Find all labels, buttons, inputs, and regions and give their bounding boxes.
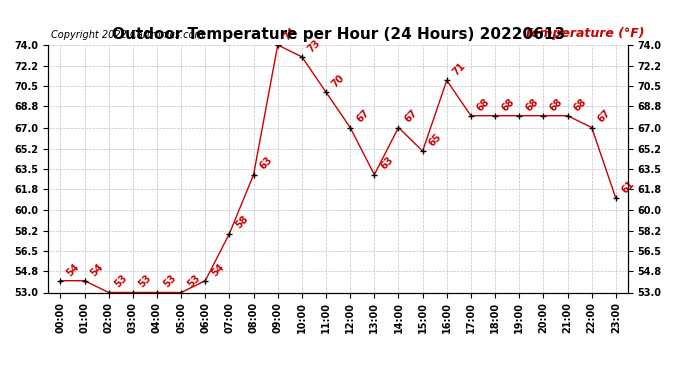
Text: 67: 67 <box>596 108 613 125</box>
Text: 53: 53 <box>186 273 202 290</box>
Title: Outdoor Temperature per Hour (24 Hours) 20220613: Outdoor Temperature per Hour (24 Hours) … <box>112 27 564 42</box>
Text: 53: 53 <box>113 273 130 290</box>
Text: 74: 74 <box>282 26 299 42</box>
Text: 54: 54 <box>65 261 81 278</box>
Text: 68: 68 <box>500 96 516 113</box>
Text: 68: 68 <box>475 96 492 113</box>
Text: 61: 61 <box>620 179 637 195</box>
Text: 58: 58 <box>234 214 250 231</box>
Text: Temperature (°F): Temperature (°F) <box>524 27 644 40</box>
Text: 73: 73 <box>306 38 323 54</box>
Text: 68: 68 <box>548 96 564 113</box>
Text: 63: 63 <box>258 155 275 172</box>
Text: 54: 54 <box>210 261 226 278</box>
Text: 71: 71 <box>451 61 468 78</box>
Text: 53: 53 <box>137 273 154 290</box>
Text: Copyright 2022 Cartronics.com: Copyright 2022 Cartronics.com <box>51 30 204 40</box>
Text: 63: 63 <box>379 155 395 172</box>
Text: 70: 70 <box>331 73 347 89</box>
Text: 54: 54 <box>89 261 106 278</box>
Text: 67: 67 <box>355 108 371 125</box>
Text: 68: 68 <box>524 96 540 113</box>
Text: 67: 67 <box>403 108 420 125</box>
Text: 65: 65 <box>427 132 444 148</box>
Text: 68: 68 <box>572 96 589 113</box>
Text: 53: 53 <box>161 273 178 290</box>
